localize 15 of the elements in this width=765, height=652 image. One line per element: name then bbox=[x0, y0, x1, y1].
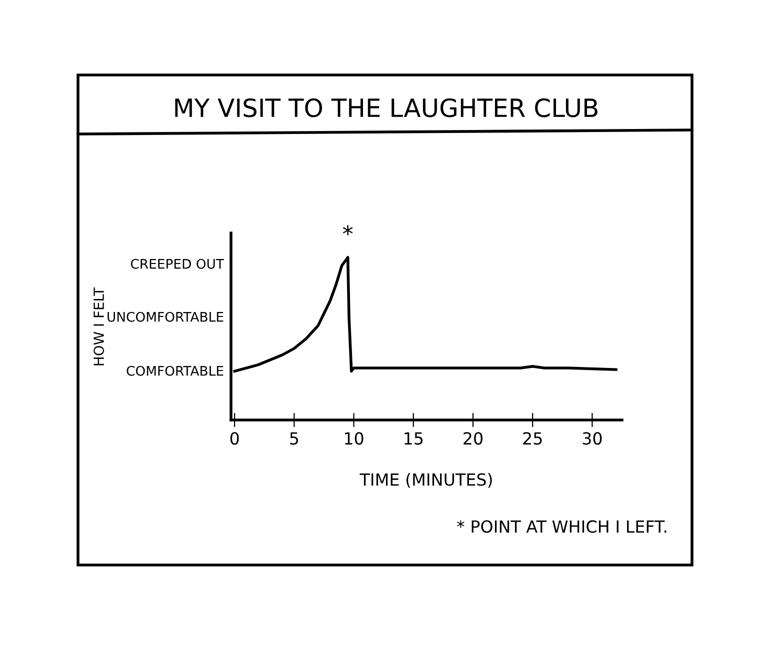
annotation: * bbox=[342, 225, 353, 236]
text: UNCOMFORTABLE bbox=[108, 312, 224, 322]
text: CREEPED OUT bbox=[130, 258, 224, 269]
x-tick-label: 15 bbox=[404, 432, 423, 445]
chart-title: MY VISIT TO THE LAUGHTER CLUB bbox=[175, 98, 598, 118]
text: HOW I FELT bbox=[94, 287, 104, 366]
text: * POINT AT WHICH I LEFT. bbox=[457, 520, 666, 533]
text: COMFORTABLE bbox=[126, 366, 224, 376]
x-tick-label: 30 bbox=[582, 432, 602, 445]
x-tick-label: 10 bbox=[345, 432, 364, 445]
x-tick-label: 0 bbox=[230, 432, 239, 445]
x-tick-label: 20 bbox=[464, 432, 482, 445]
x-axis-title: TIME (MINUTES) bbox=[360, 472, 492, 488]
x-tick-label: 5 bbox=[290, 432, 298, 445]
x-tick-label: 25 bbox=[523, 432, 542, 445]
